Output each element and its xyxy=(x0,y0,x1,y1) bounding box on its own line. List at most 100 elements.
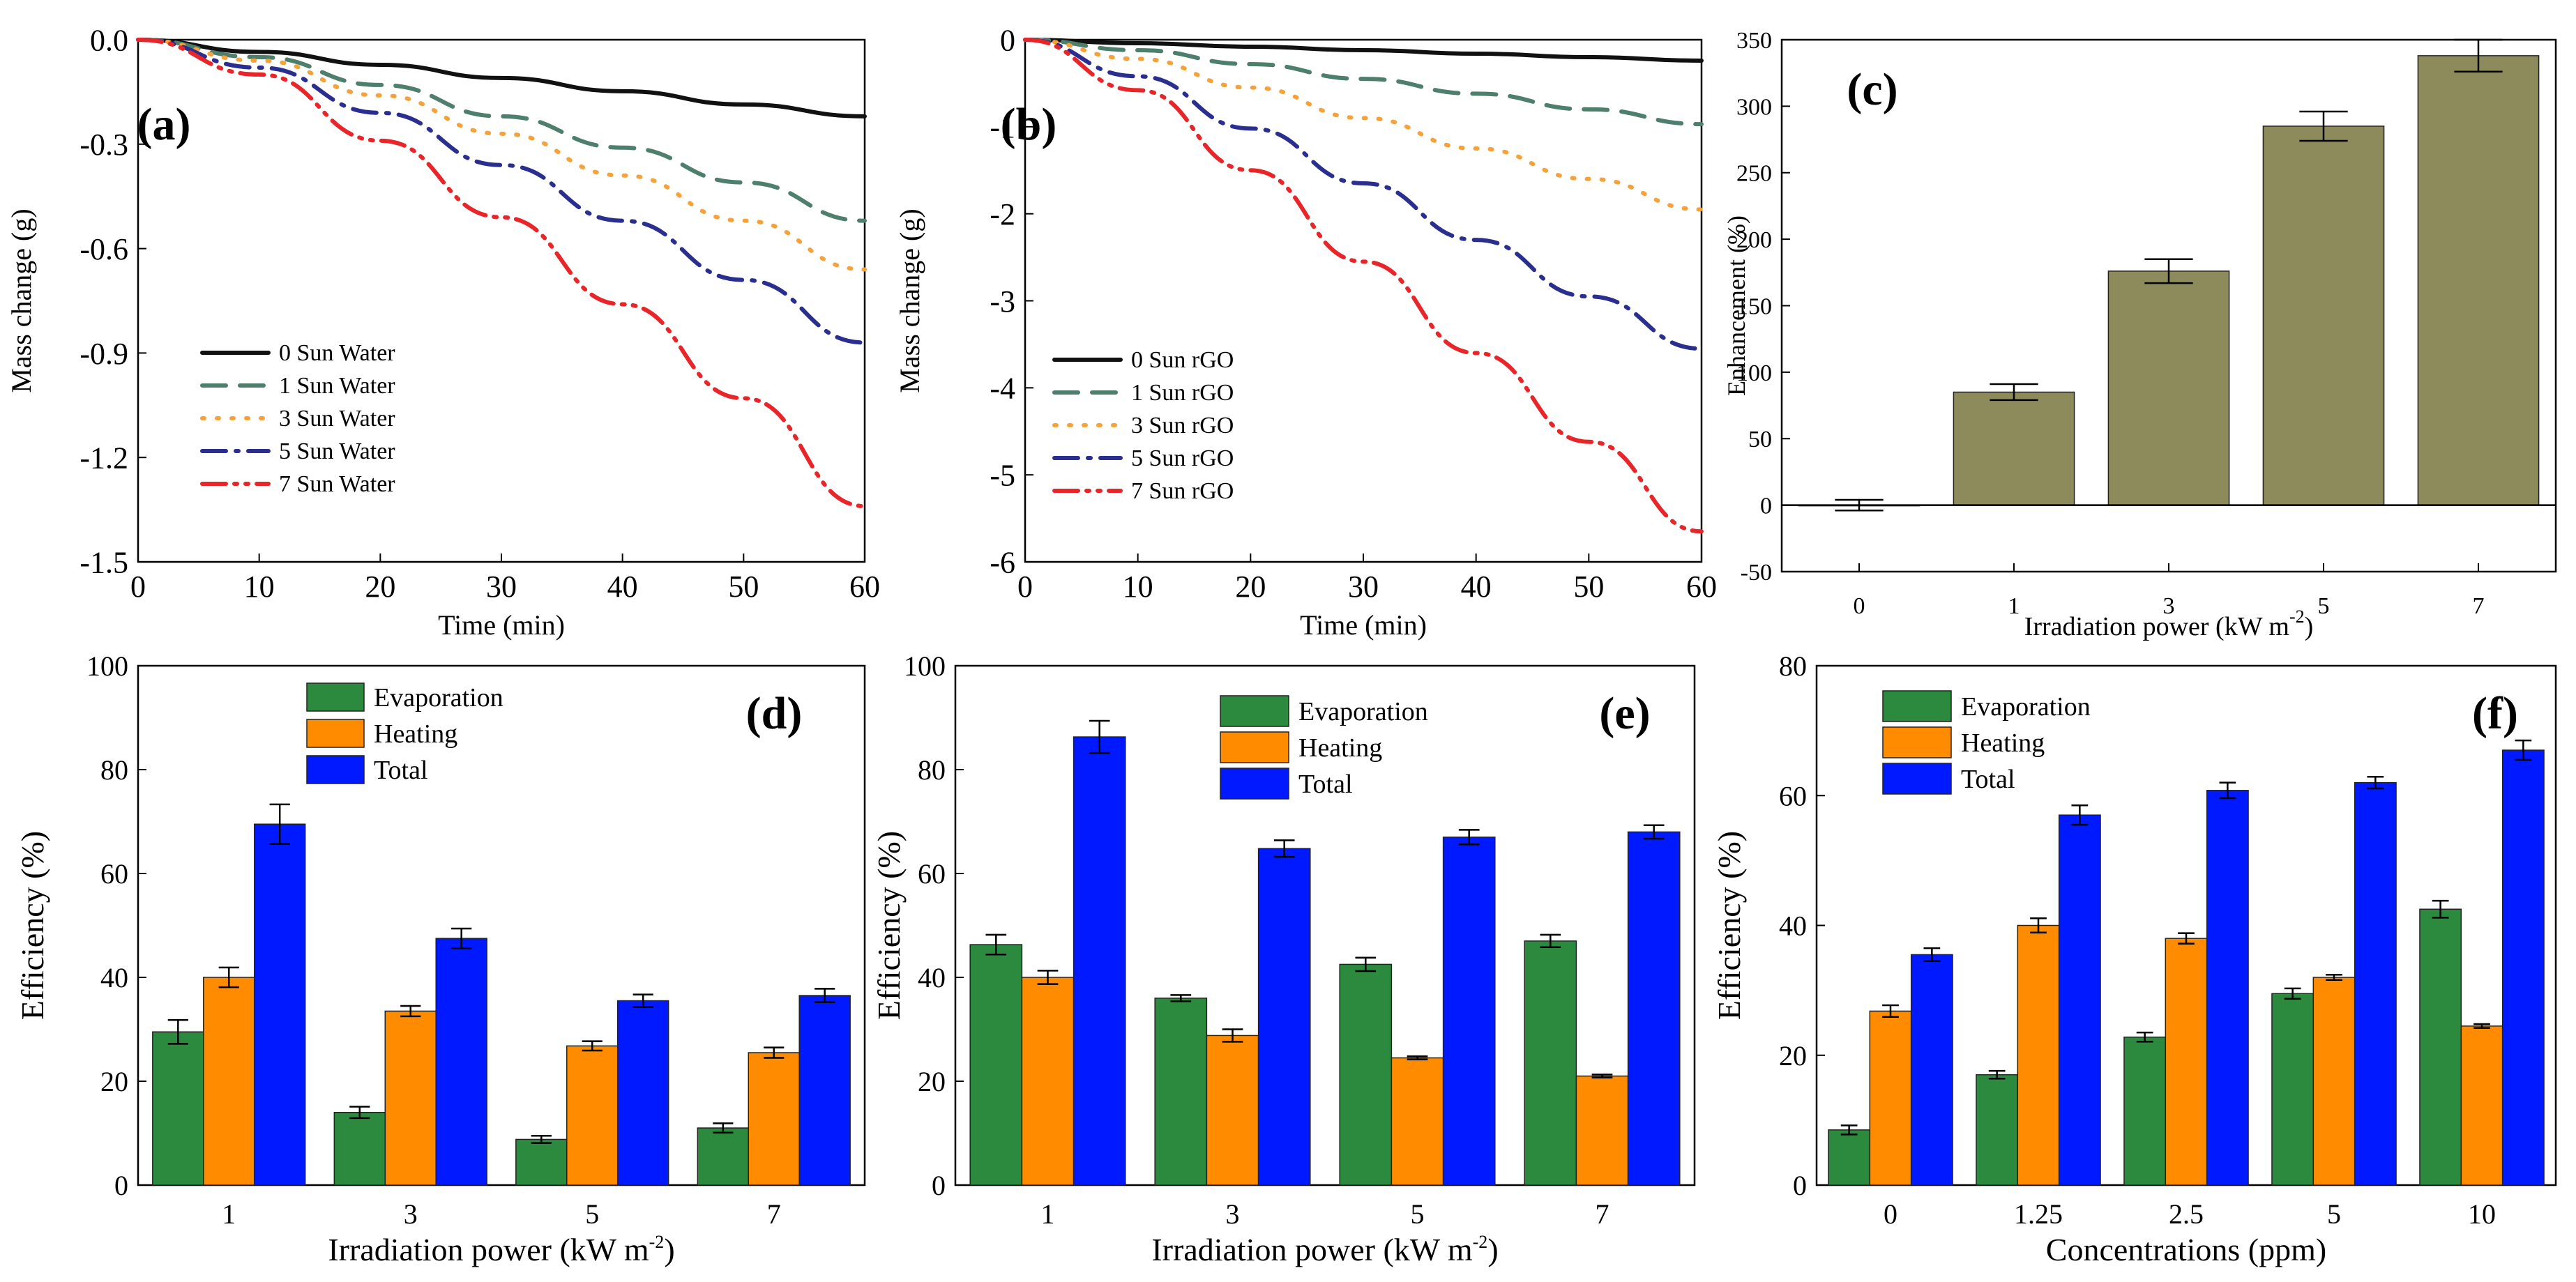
y-tick-label: -3 xyxy=(990,284,1015,319)
x-tick-label: 30 xyxy=(1348,570,1379,604)
legend-label: Total xyxy=(374,756,428,785)
x-axis-label-text: Time (min) xyxy=(438,609,565,641)
bar-d-2-0 xyxy=(253,823,306,1186)
legend-swatch-1 xyxy=(1882,726,1952,758)
y-tick-label: -1.5 xyxy=(79,545,128,579)
y-tick-label: 40 xyxy=(100,962,128,993)
x-axis-label-text: Irradiation power (kW m xyxy=(328,1232,649,1267)
bar-f-0-4 xyxy=(2419,908,2462,1186)
legend-swatch-1 xyxy=(306,719,365,748)
y-tick-label: -2 xyxy=(990,197,1015,231)
bar-f-2-4 xyxy=(2501,749,2545,1186)
x-axis-label: Irradiation power (kW m-2) xyxy=(2024,606,2314,641)
bar-f-2-2 xyxy=(2206,790,2249,1186)
y-tick-label: 100 xyxy=(904,650,946,682)
legend-label: Total xyxy=(1298,770,1353,799)
x-tick-label: 0 xyxy=(130,570,146,604)
x-axis-label-text: Time (min) xyxy=(1300,609,1427,641)
series-line-0 xyxy=(1023,38,1704,63)
x-tick-label: 5 xyxy=(1411,1198,1425,1230)
bar-d-1-0 xyxy=(203,977,255,1186)
bar-c-0-1 xyxy=(1953,391,2075,506)
chart-panel-a: 0.0 -0.3 -0.6 -0.9 -1.2 -1.5 Mass change (g) Ti… xyxy=(6,23,880,641)
bar-f-0-3 xyxy=(2271,993,2314,1186)
legend-label: Heating xyxy=(1961,728,2045,758)
x-axis-label: Irradiation power (kW m-2) xyxy=(1151,1232,1498,1267)
x-tick-label: 1 xyxy=(1041,1198,1055,1230)
series-line-1 xyxy=(1023,38,1704,127)
x-axis-label: Concentrations (ppm) xyxy=(2046,1232,2326,1267)
x-tick-label: 1.25 xyxy=(2014,1198,2063,1230)
x-axis-label-superscript: -2 xyxy=(2289,606,2305,627)
legend-label: 1 Sun Water xyxy=(279,373,395,399)
bar-d-2-3 xyxy=(798,995,851,1186)
legend-label: Evaporation xyxy=(1298,697,1428,726)
x-tick-label: 10 xyxy=(244,570,275,604)
bar-f-0-0 xyxy=(1828,1129,1871,1186)
y-tick-label: 60 xyxy=(100,858,128,890)
y-tick-label: 150 xyxy=(1736,293,1772,319)
legend-label: Evaporation xyxy=(374,683,503,712)
x-tick-label: 60 xyxy=(849,570,880,604)
series-line-3 xyxy=(136,38,867,345)
legend-label: Heating xyxy=(1298,733,1382,763)
x-tick-label: 0 xyxy=(1017,570,1033,604)
y-tick-label: -5 xyxy=(990,459,1015,493)
y-tick-label: 20 xyxy=(918,1066,946,1097)
y-axis-label: Efficiency (%) xyxy=(871,831,907,1020)
panel-label: (a) xyxy=(137,99,191,150)
bar-d-2-1 xyxy=(435,938,487,1186)
y-tick-label: -6 xyxy=(990,545,1015,579)
bar-f-0-2 xyxy=(2123,1036,2167,1186)
series-line-2 xyxy=(1023,38,1704,212)
legend-swatch-2 xyxy=(1882,763,1952,795)
x-tick-label: 50 xyxy=(1573,570,1604,604)
bar-f-2-3 xyxy=(2354,781,2397,1186)
y-tick-label: 0 xyxy=(932,1170,946,1201)
x-tick-label: 0 xyxy=(1854,593,1865,619)
legend-label: 0 Sun rGO xyxy=(1131,347,1234,373)
x-axis-label-text: Irradiation power (kW m xyxy=(2024,612,2289,641)
x-tick-label: 5 xyxy=(585,1198,599,1230)
y-tick-label: -0.3 xyxy=(79,128,128,162)
x-axis-label: Time (min) xyxy=(1300,609,1427,641)
series-line-2 xyxy=(136,38,867,272)
x-tick-label: 5 xyxy=(2318,593,2330,619)
plot-frame xyxy=(954,664,1696,1186)
y-axis-label: Mass change (g) xyxy=(894,208,925,392)
bar-c-0-3 xyxy=(2262,125,2385,506)
chart-panel-e: 0 20 40 60 80 100 Efficiency (%) Irradiation po… xyxy=(871,650,1696,1267)
x-tick-label: 10 xyxy=(1123,570,1153,604)
panel-label: (e) xyxy=(1599,688,1650,739)
y-tick-label: 80 xyxy=(1779,650,1807,682)
x-tick-label: 20 xyxy=(365,570,395,604)
bar-e-2-1 xyxy=(1257,848,1311,1186)
bar-f-1-4 xyxy=(2460,1025,2503,1186)
bar-c-0-4 xyxy=(2417,55,2540,506)
y-axis-label: Efficiency (%) xyxy=(15,831,50,1020)
y-tick-label: 0.0 xyxy=(90,23,128,57)
legend-label: 3 Sun rGO xyxy=(1131,413,1234,438)
chart-panel-d: 0 20 40 60 80 100 Efficiency (%) Irradiation po… xyxy=(15,650,866,1267)
legend-label: 1 Sun rGO xyxy=(1131,380,1234,406)
y-tick-label: 0 xyxy=(114,1170,128,1201)
x-tick-label: 0 xyxy=(1884,1198,1897,1230)
series-line-4 xyxy=(1023,38,1704,534)
legend-label: 3 Sun Water xyxy=(279,406,395,432)
x-axis-label-end: ) xyxy=(1487,1232,1498,1267)
bar-c-0-2 xyxy=(2107,270,2230,506)
x-tick-label: 5 xyxy=(2327,1198,2341,1230)
x-tick-label: 1 xyxy=(222,1198,236,1230)
x-axis-label: Irradiation power (kW m-2) xyxy=(328,1232,674,1267)
bar-d-0-3 xyxy=(697,1127,750,1186)
y-tick-label: 60 xyxy=(1779,780,1807,811)
chart-panel-b: 0 -1 -2 -3 -4 -5 -6 Mass change (g) Time (min) (b… xyxy=(894,23,1717,641)
bar-f-0-1 xyxy=(1976,1074,2019,1186)
y-tick-label: 100 xyxy=(1736,360,1772,386)
plot-frame xyxy=(137,664,866,1186)
bar-e-2-2 xyxy=(1442,837,1496,1186)
bar-e-0-3 xyxy=(1524,940,1577,1186)
y-tick-label: 250 xyxy=(1736,161,1772,187)
x-tick-label: 2.5 xyxy=(2169,1198,2204,1230)
